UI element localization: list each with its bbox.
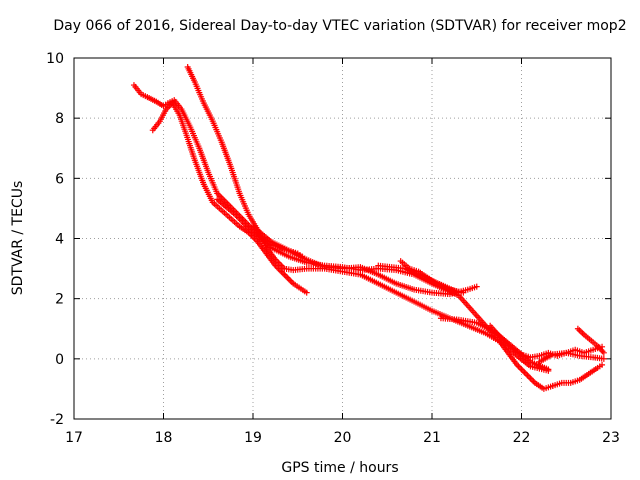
data-series-track-8 [549, 361, 606, 389]
x-tick-label: 22 [513, 430, 531, 446]
x-tick-label: 20 [334, 430, 352, 446]
x-tick-label: 17 [65, 430, 83, 446]
data-point [545, 366, 552, 373]
y-tick-label: -2 [50, 412, 64, 428]
axis-ticks [73, 57, 612, 420]
data-series-track-11 [397, 258, 467, 296]
y-tick-label: 6 [55, 171, 64, 187]
data-points [130, 64, 607, 392]
y-tick-label: 0 [55, 352, 64, 368]
data-series-track-9 [574, 325, 607, 356]
y-tick-label: 4 [55, 232, 64, 248]
data-series-track-12 [437, 315, 552, 373]
data-point [600, 355, 607, 362]
y-tick-label: 8 [55, 111, 64, 127]
data-point [460, 289, 467, 296]
chart-title: Day 066 of 2016, Sidereal Day-to-day VTE… [53, 18, 626, 34]
y-axis-tick-labels: -2 0 2 4 6 8 10 [46, 51, 64, 428]
grid-lines [74, 58, 611, 419]
x-axis-tick-labels: 17 18 19 20 21 22 23 [65, 430, 620, 446]
x-tick-label: 21 [423, 430, 441, 446]
y-axis-label: SDTVAR / TECUs [10, 181, 26, 296]
y-tick-label: 2 [55, 292, 64, 308]
y-tick-label: 10 [46, 51, 64, 67]
x-tick-label: 23 [602, 430, 620, 446]
data-series-track-10 [536, 349, 607, 365]
data-series-track-3 [149, 100, 310, 296]
x-tick-label: 19 [244, 430, 262, 446]
x-tick-label: 18 [155, 430, 173, 446]
data-point [599, 361, 606, 368]
x-axis-label: GPS time / hours [281, 460, 398, 476]
data-point [303, 289, 310, 296]
data-point [473, 283, 480, 290]
data-point [600, 349, 607, 356]
